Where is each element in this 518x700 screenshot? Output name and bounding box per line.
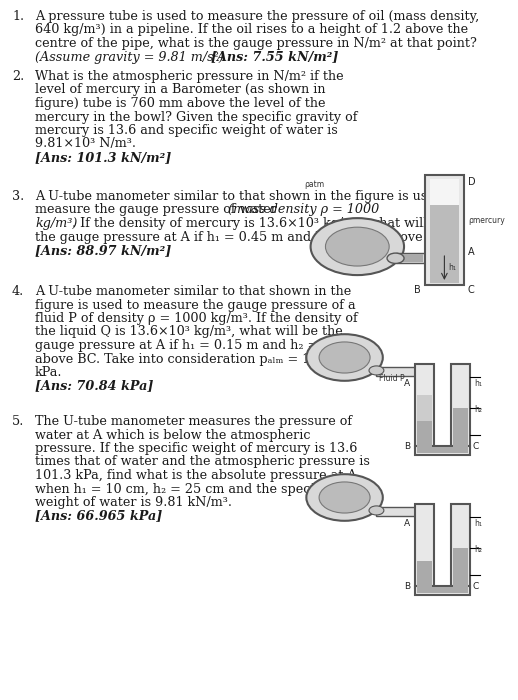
Text: The U-tube manometer measures the pressure of: The U-tube manometer measures the pressu… <box>35 415 352 428</box>
Text: kg/m³): kg/m³) <box>35 217 77 230</box>
Text: h₁: h₁ <box>449 262 456 272</box>
Bar <box>451 364 470 448</box>
Text: (Assume gravity = 9.81 m/s²): (Assume gravity = 9.81 m/s²) <box>35 50 228 64</box>
Text: Fluid P: Fluid P <box>379 374 404 383</box>
Bar <box>429 205 459 283</box>
Text: [Ans: 70.84 kPa]: [Ans: 70.84 kPa] <box>35 379 153 393</box>
Text: A pressure tube is used to measure the pressure of oil (mass density,: A pressure tube is used to measure the p… <box>35 10 479 23</box>
Text: h₂: h₂ <box>474 545 482 554</box>
Text: ρmercury: ρmercury <box>468 216 505 225</box>
Text: level of mercury in a Barometer (as shown in: level of mercury in a Barometer (as show… <box>35 83 325 97</box>
Bar <box>398 254 423 262</box>
Circle shape <box>325 228 389 266</box>
Text: above BC. Take into consideration pₐₗₘ = 101.3: above BC. Take into consideration pₐₗₘ =… <box>35 353 339 365</box>
Text: times that of water and the atmospheric pressure is: times that of water and the atmospheric … <box>35 456 370 468</box>
Circle shape <box>306 474 383 521</box>
Text: [Ans: 7.55 kN/m²]: [Ans: 7.55 kN/m²] <box>211 50 338 64</box>
Text: 9.81×10³ N/m³.: 9.81×10³ N/m³. <box>35 137 136 150</box>
Bar <box>453 548 468 594</box>
Text: water at A which is below the atmospheric: water at A which is below the atmospheri… <box>35 428 310 442</box>
Bar <box>451 504 470 588</box>
Text: figure) tube is 760 mm above the level of the: figure) tube is 760 mm above the level o… <box>35 97 325 110</box>
Text: A: A <box>468 247 474 257</box>
Text: A: A <box>404 519 410 528</box>
Bar <box>417 447 468 454</box>
Text: C: C <box>468 286 474 295</box>
Bar <box>417 587 468 594</box>
Text: 1.: 1. <box>12 10 24 23</box>
Bar <box>414 446 470 454</box>
Text: ρatm: ρatm <box>304 180 324 189</box>
Text: . If the density of mercury is 13.6×10³ kg/m³, what will be: . If the density of mercury is 13.6×10³ … <box>72 217 447 230</box>
Bar <box>396 253 425 263</box>
Circle shape <box>369 506 384 515</box>
Text: kPa.: kPa. <box>35 366 63 379</box>
Circle shape <box>387 253 404 263</box>
Text: A: A <box>404 379 410 388</box>
Text: B: B <box>414 286 421 295</box>
Text: h₁: h₁ <box>474 379 482 388</box>
Circle shape <box>311 218 404 275</box>
Bar <box>414 585 470 594</box>
Text: C: C <box>472 442 478 452</box>
Circle shape <box>306 334 383 381</box>
Text: when h₁ = 10 cm, h₂ = 25 cm and the specific: when h₁ = 10 cm, h₂ = 25 cm and the spec… <box>35 482 330 496</box>
Text: 640 kg/m³) in a pipeline. If the oil rises to a height of 1.2 above the: 640 kg/m³) in a pipeline. If the oil ris… <box>35 24 468 36</box>
Circle shape <box>319 482 370 513</box>
Text: gauge pressure at A if h₁ = 0.15 m and h₂ = 0.25 m: gauge pressure at A if h₁ = 0.15 m and h… <box>35 339 367 352</box>
Text: What is the atmospheric pressure in N/m² if the: What is the atmospheric pressure in N/m²… <box>35 70 343 83</box>
Text: (mass density ρ = 1000: (mass density ρ = 1000 <box>228 204 379 216</box>
Text: fluid P of density ρ = 1000 kg/m³. If the density of: fluid P of density ρ = 1000 kg/m³. If th… <box>35 312 358 325</box>
Text: B: B <box>404 442 410 452</box>
Bar <box>417 395 431 421</box>
Text: A U-tube manometer similar to that shown in the figure is used to: A U-tube manometer similar to that shown… <box>35 190 459 203</box>
Text: [Ans: 88.97 kN/m²]: [Ans: 88.97 kN/m²] <box>35 244 171 257</box>
Circle shape <box>319 342 370 373</box>
Text: mercury in the bowl? Given the specific gravity of: mercury in the bowl? Given the specific … <box>35 111 357 123</box>
Text: 5.: 5. <box>12 415 24 428</box>
Text: [Ans: 101.3 kN/m²]: [Ans: 101.3 kN/m²] <box>35 151 171 164</box>
Text: 101.3 kPa, find what is the absolute pressure at A: 101.3 kPa, find what is the absolute pre… <box>35 469 356 482</box>
Text: h₂: h₂ <box>474 405 482 414</box>
Text: D: D <box>468 176 476 187</box>
Text: A U-tube manometer similar to that shown in the: A U-tube manometer similar to that shown… <box>35 285 351 298</box>
Text: h₁: h₁ <box>474 519 482 528</box>
Circle shape <box>369 366 384 375</box>
Text: weight of water is 9.81 kN/m³.: weight of water is 9.81 kN/m³. <box>35 496 232 509</box>
Text: the liquid Q is 13.6×10³ kg/m³, what will be the: the liquid Q is 13.6×10³ kg/m³, what wil… <box>35 326 343 339</box>
Bar <box>425 176 464 286</box>
Text: B: B <box>404 582 410 592</box>
Bar <box>417 561 431 594</box>
Bar <box>417 421 431 454</box>
Text: C: C <box>472 582 478 592</box>
Text: [Ans: 66.965 kPa]: [Ans: 66.965 kPa] <box>35 510 162 522</box>
Text: pressure. If the specific weight of mercury is 13.6: pressure. If the specific weight of merc… <box>35 442 357 455</box>
Bar <box>414 364 434 448</box>
Text: 4.: 4. <box>12 285 24 298</box>
Text: centre of the pipe, what is the gauge pressure in N/m² at that point?: centre of the pipe, what is the gauge pr… <box>35 37 477 50</box>
Text: figure is used to measure the gauge pressure of a: figure is used to measure the gauge pres… <box>35 298 356 312</box>
Text: measure the gauge pressure of water: measure the gauge pressure of water <box>35 204 281 216</box>
Bar <box>429 179 459 205</box>
Bar <box>377 367 414 376</box>
Text: mercury is 13.6 and specific weight of water is: mercury is 13.6 and specific weight of w… <box>35 124 338 137</box>
Bar <box>377 507 414 516</box>
Bar <box>453 408 468 454</box>
Text: 3.: 3. <box>12 190 24 203</box>
Text: 2.: 2. <box>12 70 24 83</box>
Text: the gauge pressure at A if h₁ = 0.45 m and D is 0.7 m above BC.: the gauge pressure at A if h₁ = 0.45 m a… <box>35 230 450 244</box>
Bar <box>414 504 434 588</box>
